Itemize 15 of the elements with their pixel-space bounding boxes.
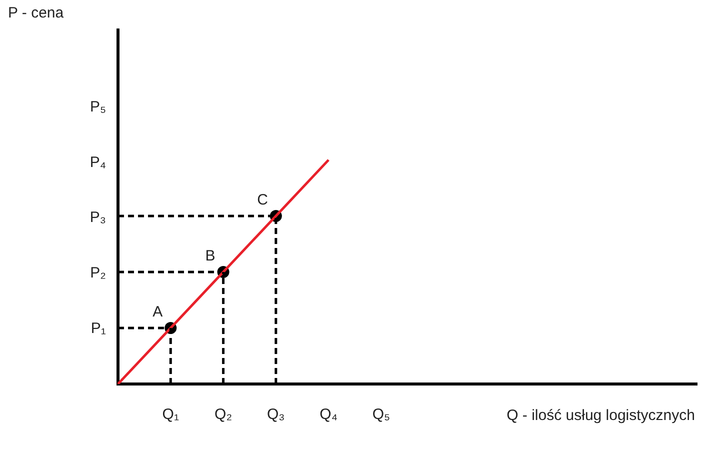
- text: P₃: [90, 209, 106, 226]
- text: P₁: [90, 320, 106, 337]
- chart-title: P - cena: [8, 4, 64, 22]
- x-axis-title: Q - ilość usług logistycznych: [506, 407, 695, 424]
- annotation: C: [257, 192, 268, 209]
- x-tick-label: Q₁: [162, 406, 180, 424]
- x-tick-label: Q₅: [372, 406, 390, 424]
- text: P₂: [90, 264, 106, 282]
- x-tick-label: Q₄: [320, 406, 338, 424]
- x-tick-label: Q₂: [214, 406, 232, 424]
- text: P₅: [90, 98, 106, 116]
- annotation: A: [152, 304, 163, 321]
- annotation: B: [205, 248, 216, 265]
- x-tick-label: Q₃: [267, 406, 285, 424]
- text: P₄: [90, 154, 106, 171]
